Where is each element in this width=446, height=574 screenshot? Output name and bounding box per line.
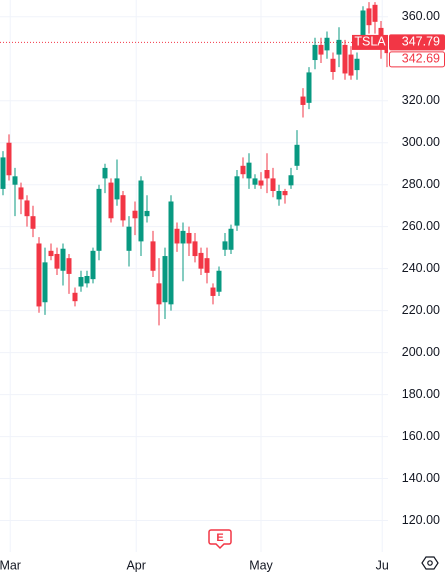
candle-body xyxy=(138,180,144,242)
y-tick-label: 280.00 xyxy=(402,177,440,191)
x-tick-label: May xyxy=(249,558,273,572)
settings-icon[interactable] xyxy=(421,556,439,570)
candle-body xyxy=(96,188,102,251)
candle-body xyxy=(126,226,132,251)
candle-body xyxy=(336,39,342,55)
candle-body xyxy=(114,178,120,200)
candle-body xyxy=(84,276,90,284)
last-price-label: 347.79 xyxy=(402,35,440,49)
y-tick-label: 300.00 xyxy=(402,135,440,149)
y-tick-label: 120.00 xyxy=(402,513,440,527)
y-tick-label: 180.00 xyxy=(402,387,440,401)
candle-body xyxy=(30,216,36,229)
candle-body xyxy=(132,210,138,219)
y-tick-label: 160.00 xyxy=(402,429,440,443)
candle-body xyxy=(162,256,168,303)
y-axis: 120.00 140.00 160.00 180.00 200.00 220.00 240.… xyxy=(402,9,440,527)
candle-body xyxy=(306,72,312,103)
y-tick-label: 320.00 xyxy=(402,93,440,107)
last-price-badge xyxy=(389,34,445,51)
candle-body xyxy=(360,10,366,40)
candle-body xyxy=(180,230,186,244)
candle-body xyxy=(246,162,252,179)
candle-body xyxy=(258,180,264,186)
y-tick-label: 260.00 xyxy=(402,219,440,233)
candle-body xyxy=(282,190,288,196)
earnings-badge xyxy=(208,529,232,550)
settings-hex xyxy=(421,556,439,570)
candle-body xyxy=(60,248,66,271)
candle-body xyxy=(300,96,306,105)
candle-body xyxy=(348,54,354,76)
extended-price-badge xyxy=(389,51,445,68)
candle-body xyxy=(276,190,282,200)
candle-body xyxy=(168,201,174,305)
candle-body xyxy=(144,210,150,217)
y-tick-label: 360.00 xyxy=(402,9,440,23)
x-tick-label: Ju xyxy=(376,558,389,572)
y-tick-label: 220.00 xyxy=(402,303,440,317)
plot-area xyxy=(0,2,388,326)
candle-body xyxy=(270,178,276,191)
candle-body xyxy=(330,58,336,72)
candle-body xyxy=(288,175,294,186)
candle-body xyxy=(216,270,222,292)
candle-body xyxy=(264,170,270,179)
candle-body xyxy=(36,243,42,307)
candle-body xyxy=(42,262,48,303)
candle-body xyxy=(210,287,216,296)
candle-body xyxy=(174,228,180,244)
candle-body xyxy=(192,241,198,257)
candle-body xyxy=(372,4,378,22)
candle-body xyxy=(150,241,156,271)
symbol-badge xyxy=(352,34,388,50)
earnings-label: E xyxy=(216,532,223,544)
candle-body xyxy=(366,8,372,26)
candle-body xyxy=(312,44,318,61)
candle-body xyxy=(204,258,210,273)
candle-body xyxy=(198,252,204,269)
candle-body xyxy=(78,277,84,287)
earnings-icon[interactable]: E xyxy=(208,529,232,550)
candle-body xyxy=(120,195,126,221)
x-tick-label: Apr xyxy=(126,558,145,572)
candle-body xyxy=(48,250,54,257)
candle-body xyxy=(90,250,96,280)
candle-body xyxy=(354,58,360,71)
candle-body xyxy=(342,44,348,74)
candle-body xyxy=(234,176,240,226)
settings-dot xyxy=(427,560,433,566)
candle-body xyxy=(12,176,18,185)
candle-body xyxy=(24,200,30,217)
candle-body xyxy=(54,253,60,269)
candle-body xyxy=(108,182,114,219)
candle-body xyxy=(252,178,258,185)
candle-body xyxy=(18,187,24,200)
candle-body xyxy=(228,228,234,250)
extended-price-label: 342.69 xyxy=(402,52,440,66)
candle-body xyxy=(186,232,192,244)
symbol-label: TSLA xyxy=(354,35,386,49)
candle-body xyxy=(222,241,228,250)
candle-body xyxy=(0,157,6,189)
candle-body xyxy=(318,44,324,55)
candle-body xyxy=(66,258,72,274)
candle-body xyxy=(6,142,12,176)
candle-body xyxy=(72,292,78,302)
candle-body xyxy=(102,167,108,179)
candle-body xyxy=(324,37,330,51)
price-labels: TSLA 347.79 342.69 xyxy=(352,34,445,68)
candle-body xyxy=(156,283,162,305)
candle-body xyxy=(240,165,246,175)
y-tick-label: 200.00 xyxy=(402,345,440,359)
grid xyxy=(0,0,388,552)
y-tick-label: 240.00 xyxy=(402,261,440,275)
candle-body xyxy=(294,144,300,166)
y-tick-label: 140.00 xyxy=(402,471,440,485)
x-axis: Mar Apr May Ju xyxy=(0,558,389,572)
x-tick-label: Mar xyxy=(0,558,21,572)
